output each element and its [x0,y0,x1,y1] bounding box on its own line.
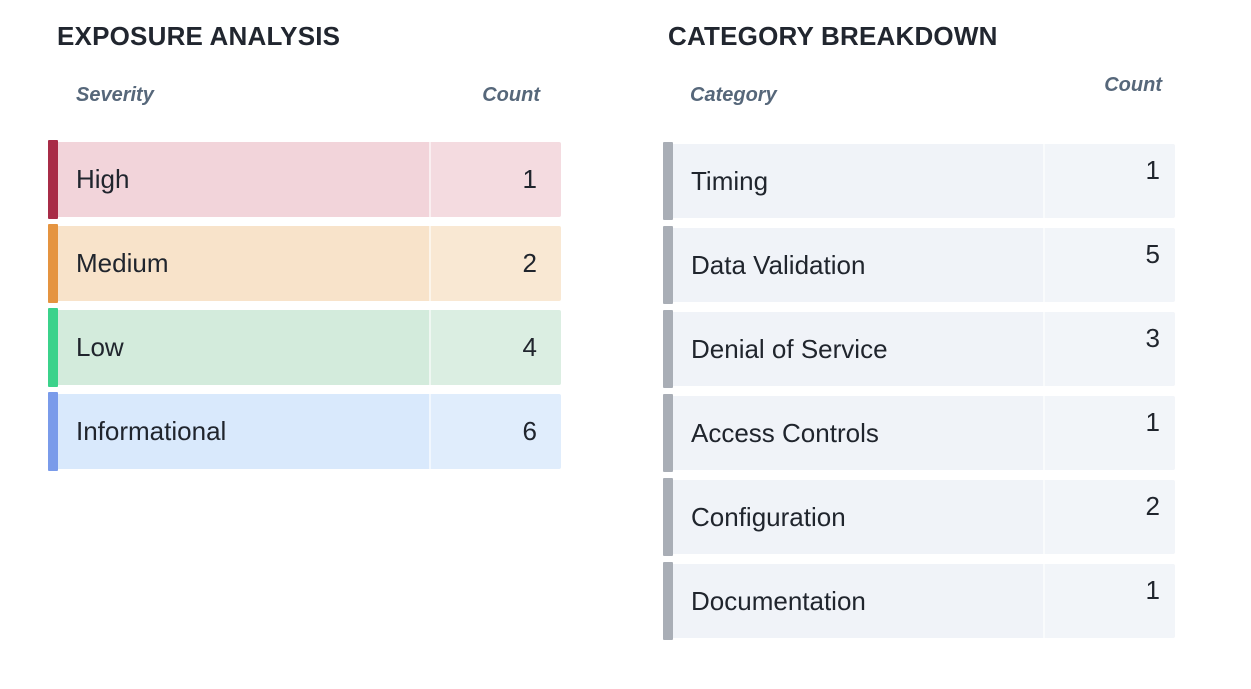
row-label: Timing [691,165,769,196]
row-count-value: 2 [1145,490,1160,521]
column-header-category: Category [690,84,777,106]
exposure-column-headers: Severity Count [48,84,561,112]
row-label: Documentation [691,585,866,616]
row-count-cell: 2 [1043,480,1175,554]
table-row: Documentation 1 [663,562,1175,640]
row-accent-bar [48,392,58,471]
row-count-cell: 6 [429,394,561,469]
row-label: Medium [76,248,169,278]
row-accent-bar [663,142,673,220]
column-header-severity: Severity [76,84,154,106]
row-count-cell: 1 [1043,396,1175,470]
row-label: Informational [76,416,227,446]
exposure-analysis-panel: EXPOSURE ANALYSIS Severity Count High 1 Me… [48,0,561,689]
row-accent-bar [663,478,673,556]
table-row: Denial of Service 3 [663,310,1175,388]
row-accent-bar [663,226,673,304]
row-count-cell: 1 [1043,144,1175,218]
row-count-cell: 1 [1043,564,1175,638]
row-count-cell: 4 [429,310,561,385]
row-count-cell: 1 [429,142,561,217]
row-count-cell: 3 [1043,312,1175,386]
row-count-value: 1 [1145,154,1160,185]
column-header-count: Count [482,84,540,106]
row-count-cell: 2 [429,226,561,301]
table-row: Access Controls 1 [663,394,1175,472]
row-label: Denial of Service [691,333,888,364]
table-row: Medium 2 [48,224,561,303]
row-count-cell: 5 [1043,228,1175,302]
exposure-analysis-title: EXPOSURE ANALYSIS [57,21,341,51]
row-accent-bar [663,394,673,472]
table-row: Configuration 2 [663,478,1175,556]
category-rows: Timing 1 Data Validation 5 Denial of Service… [663,142,1175,640]
row-count-value: 1 [522,164,537,194]
severity-rows: High 1 Medium 2 Low 4 Informational 6 [48,140,561,471]
row-count-value: 6 [522,416,537,446]
category-breakdown-panel: CATEGORY BREAKDOWN Category Count Timing… [663,0,1175,689]
row-label: Data Validation [691,249,866,280]
table-row: Informational 6 [48,392,561,471]
table-row: Low 4 [48,308,561,387]
category-column-headers: Category Count [663,74,1175,112]
row-accent-bar [48,140,58,219]
row-count-value: 1 [1145,406,1160,437]
row-label: Access Controls [691,417,879,448]
row-label: High [76,164,130,194]
column-header-count: Count [1104,74,1162,96]
row-accent-bar [663,562,673,640]
table-row: Timing 1 [663,142,1175,220]
row-accent-bar [48,224,58,303]
row-count-value: 1 [1145,574,1160,605]
row-accent-bar [663,310,673,388]
row-count-value: 3 [1145,322,1160,353]
category-breakdown-title: CATEGORY BREAKDOWN [668,21,998,51]
table-row: Data Validation 5 [663,226,1175,304]
row-count-value: 5 [1145,238,1160,269]
row-label: Configuration [691,501,846,532]
row-label: Low [76,332,124,362]
table-row: High 1 [48,140,561,219]
row-count-value: 4 [522,332,537,362]
row-accent-bar [48,308,58,387]
row-count-value: 2 [522,248,537,278]
